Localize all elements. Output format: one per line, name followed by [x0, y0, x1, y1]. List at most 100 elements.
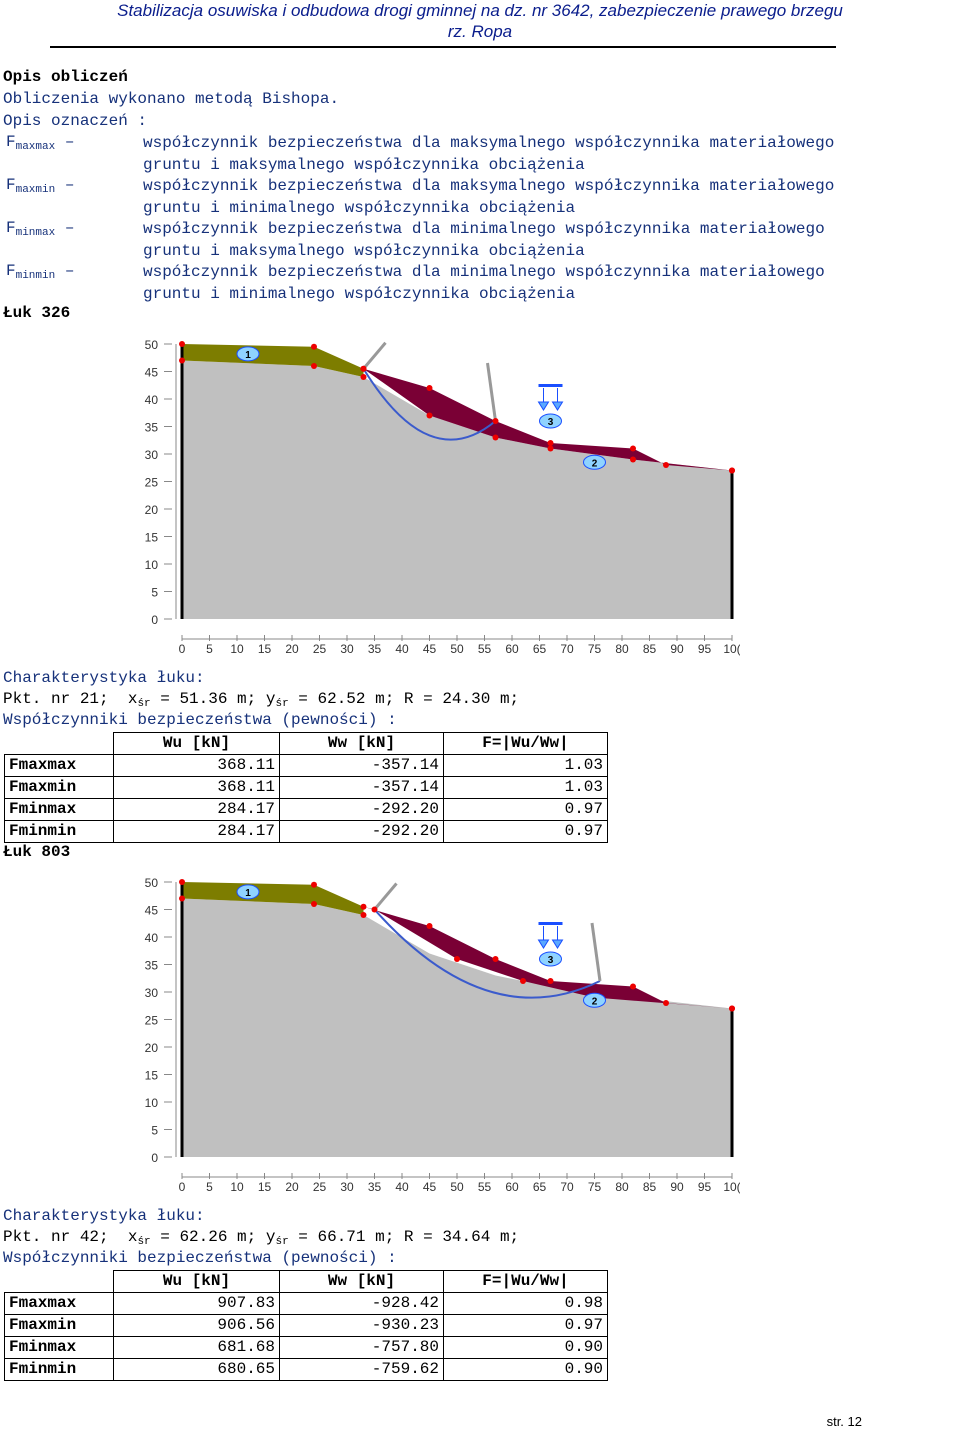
x-tick-label: 15 — [258, 642, 272, 656]
node-point — [311, 343, 317, 350]
y-tick-label: 30 — [145, 986, 159, 1000]
x-tick-label: 10 — [230, 642, 244, 656]
col-header: F=|Wu/Ww| — [443, 1270, 608, 1293]
node-point — [426, 385, 433, 391]
layer-label-badge — [583, 992, 606, 1008]
col-header: F=|Wu/Ww| — [443, 732, 608, 755]
legend-key-maxmax: Fmaxmax – — [6, 133, 75, 153]
x-tick-label: 30 — [340, 1180, 354, 1194]
y-tick-label: 45 — [145, 366, 159, 380]
x-tick-label: 0 — [179, 642, 186, 656]
legend-desc-minmax: współczynnik bezpieczeństwa dla minimaln… — [143, 220, 825, 260]
legend-title: Opis oznaczeń : — [3, 112, 148, 130]
row-key: Fmaxmin — [4, 776, 114, 799]
node-point — [179, 895, 185, 902]
section-title: Opis obliczeń — [3, 68, 128, 86]
y-tick-label: 5 — [151, 586, 158, 600]
cell-ww: -759.62 — [279, 1358, 444, 1381]
slope-diagram: 0 5 10 15 20 25 30 35 40 45 50 0 5 10 15 20 25 30 35 40 45 50… — [145, 338, 740, 656]
node-point — [426, 923, 433, 929]
x-tick-label: 25 — [313, 1180, 327, 1194]
x-tick-label: 45 — [423, 642, 437, 656]
load-bar — [538, 922, 563, 925]
x-tick-label: 45 — [423, 1180, 437, 1194]
y-tick-label: 5 — [151, 1124, 158, 1138]
load-arrow-icon — [537, 926, 550, 949]
cell-ww: -357.14 — [279, 776, 444, 799]
x-tick-label: 55 — [478, 642, 492, 656]
header-rule — [50, 46, 836, 48]
page-number: str. 12 — [826, 1414, 862, 1429]
x-tick-label: 75 — [588, 1180, 602, 1194]
layer-label-badge — [236, 884, 260, 900]
results-table: Wu [kN] Ww [kN] F=|Wu/Ww| Fmaxmax 907.83-… — [4, 1270, 608, 1381]
legend-desc-minmin: współczynnik bezpieczeństwa dla minimaln… — [143, 263, 825, 303]
node-point — [663, 1000, 669, 1006]
x-tick-label: 50 — [450, 1180, 464, 1194]
row-key: Fminmin — [4, 820, 114, 843]
node-point — [630, 983, 636, 990]
arc-radius-line — [362, 341, 387, 370]
x-tick-label: 75 — [588, 642, 602, 656]
node-point — [492, 418, 499, 424]
x-tick-label: 65 — [533, 1180, 547, 1194]
cell-ww: -930.23 — [279, 1314, 444, 1337]
cell-wu: 284.17 — [113, 820, 280, 843]
x-tick-label: 60 — [505, 1180, 519, 1194]
layer-label: 2 — [592, 996, 598, 1007]
node-point — [311, 363, 317, 369]
y-tick-label: 0 — [151, 613, 158, 627]
legend-key-minmax: Fminmax – — [6, 219, 75, 239]
node-point — [663, 462, 669, 468]
load-arrow-icon — [551, 388, 564, 411]
layer-label: 3 — [548, 955, 554, 966]
node-point — [426, 412, 433, 419]
table-corner — [4, 1270, 114, 1293]
cell-f: 0.90 — [443, 1336, 608, 1359]
slip-arc — [373, 908, 601, 999]
arc-char-title: Charakterystyka łuku: — [3, 1207, 205, 1225]
x-tick-label: 20 — [285, 642, 299, 656]
arc-title: Łuk 326 — [3, 304, 71, 322]
x-tick-label: 40 — [395, 1180, 409, 1194]
x-tick-label: 90 — [670, 642, 684, 656]
soil-layer-2 — [182, 898, 732, 1157]
node-point — [360, 912, 367, 918]
cell-wu: 680.65 — [113, 1358, 280, 1381]
legend-key-minmin: Fminmin – — [6, 262, 75, 282]
node-point — [492, 956, 499, 962]
y-tick-label: 40 — [145, 393, 159, 407]
table-header-row: Wu [kN] Ww [kN] F=|Wu/Ww| — [4, 1270, 608, 1293]
node-point — [729, 467, 735, 474]
node-point — [360, 365, 367, 372]
cell-ww: -292.20 — [279, 798, 444, 821]
y-tick-label: 10 — [145, 558, 159, 572]
legend-desc-maxmin: współczynnik bezpieczeństwa dla maksymal… — [143, 177, 835, 217]
x-tick-label: 50 — [450, 642, 464, 656]
cell-wu: 907.83 — [113, 1292, 280, 1315]
node-point — [179, 357, 185, 364]
col-header: Ww [kN] — [279, 732, 444, 755]
arc-params: Pkt. nr 42; xśr = 62.26 m; yśr = 66.71 m… — [3, 1228, 520, 1248]
slope-diagram: 0 5 10 15 20 25 30 35 40 45 50 0 5 10 15 20 25 30 35 40 45 50… — [145, 876, 740, 1194]
soil-layer-2 — [182, 360, 732, 619]
y-tick-label: 40 — [145, 931, 159, 945]
cell-wu: 284.17 — [113, 798, 280, 821]
cell-wu: 906.56 — [113, 1314, 280, 1337]
x-tick-label: 60 — [505, 642, 519, 656]
arc-radius-line — [590, 922, 602, 982]
legend-desc-maxmax: współczynnik bezpieczeństwa dla maksymal… — [143, 134, 835, 174]
x-tick-label: 55 — [478, 1180, 492, 1194]
y-tick-label: 50 — [145, 876, 159, 890]
load-bar — [538, 384, 563, 387]
node-point — [360, 374, 367, 380]
y-tick-label: 10 — [145, 1096, 159, 1110]
node-point — [630, 445, 636, 452]
cell-f: 1.03 — [443, 754, 608, 777]
table-corner — [4, 732, 114, 755]
x-tick-label: 40 — [395, 642, 409, 656]
x-tick-label: 70 — [560, 642, 574, 656]
x-tick-label: 20 — [285, 1180, 299, 1194]
arc-radius-line — [373, 882, 398, 911]
cell-f: 0.97 — [443, 820, 608, 843]
